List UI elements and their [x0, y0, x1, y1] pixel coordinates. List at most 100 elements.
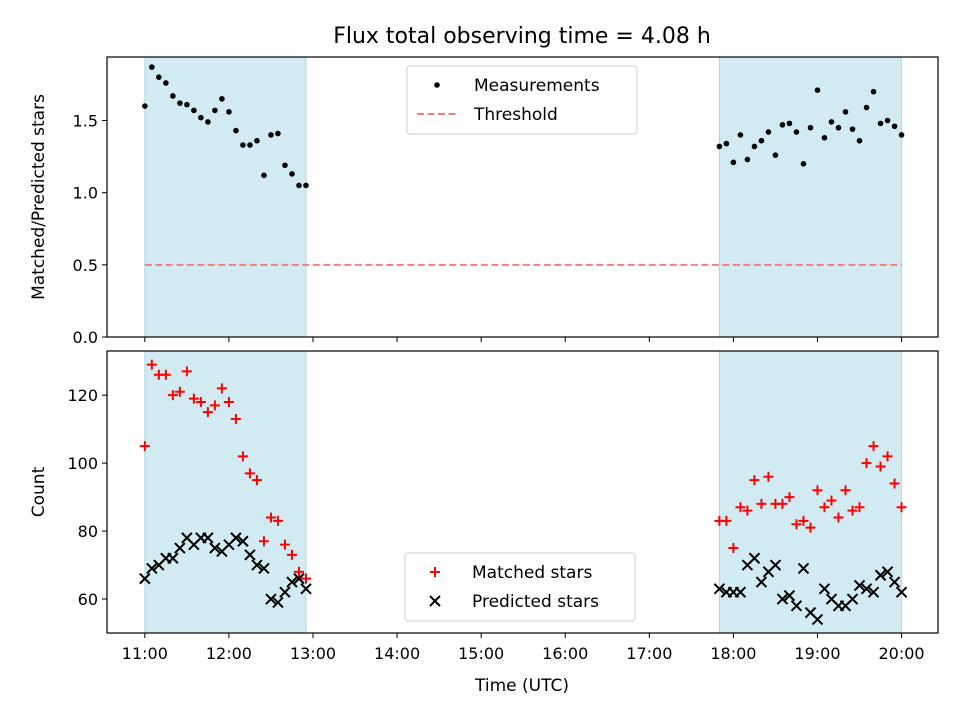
data-point — [826, 495, 837, 506]
data-point — [860, 583, 873, 595]
series-predicted-stars — [139, 532, 908, 626]
data-point — [142, 103, 148, 109]
data-point — [209, 400, 220, 411]
data-point — [272, 596, 284, 609]
data-point — [286, 549, 297, 560]
data-point — [818, 583, 831, 595]
data-point — [184, 101, 190, 108]
data-point — [202, 407, 213, 418]
data-point — [751, 143, 758, 150]
data-point — [265, 593, 277, 605]
data-point — [247, 142, 253, 148]
data-point — [170, 93, 176, 99]
data-point — [875, 461, 886, 472]
data-point — [303, 182, 309, 189]
data-point — [728, 543, 739, 554]
data-point — [891, 123, 898, 130]
data-point — [146, 562, 158, 575]
data-point — [174, 386, 185, 397]
data-point — [251, 559, 263, 571]
data-point — [735, 502, 746, 513]
data-point — [265, 512, 276, 523]
data-point — [160, 369, 171, 380]
data-point — [748, 552, 761, 564]
data-point — [286, 576, 298, 588]
data-point — [758, 137, 765, 144]
data-point — [261, 172, 267, 179]
data-point — [174, 542, 186, 554]
data-point — [828, 119, 835, 125]
data-point — [139, 441, 150, 452]
data-point — [167, 552, 179, 564]
data-point — [713, 583, 726, 595]
data-point — [226, 109, 232, 115]
data-point — [821, 135, 828, 141]
data-point — [800, 161, 807, 167]
x-tick-label: 19:00 — [794, 644, 840, 663]
x-tick-label: 20:00 — [879, 644, 925, 663]
data-point — [884, 117, 891, 124]
x-tick-label: 17:00 — [626, 644, 672, 663]
data-point — [737, 132, 744, 138]
data-point — [744, 156, 751, 163]
data-point — [791, 519, 802, 530]
legend-marker — [434, 82, 440, 88]
data-point — [258, 562, 270, 575]
data-point — [856, 137, 863, 144]
data-point — [202, 532, 214, 544]
x-tick-label: 11:00 — [122, 644, 168, 663]
data-point — [868, 441, 879, 452]
data-point — [237, 451, 248, 462]
data-point — [139, 572, 151, 585]
data-point — [205, 119, 211, 125]
data-point — [811, 613, 824, 626]
data-point — [237, 535, 249, 547]
y-tick-label: 120 — [67, 386, 98, 405]
y-tick-label: 0.0 — [73, 328, 98, 347]
data-point — [240, 142, 246, 148]
legend-box — [406, 65, 638, 135]
x-tick-label: 16:00 — [542, 644, 588, 663]
legend-marker — [430, 567, 440, 577]
data-point — [819, 502, 830, 513]
data-point — [835, 124, 842, 131]
data-point — [833, 512, 844, 523]
data-point — [790, 600, 803, 612]
y-tick-label: 100 — [67, 454, 98, 473]
data-point — [209, 542, 221, 554]
data-point — [763, 471, 774, 482]
shaded-interval-1 — [144, 350, 307, 634]
data-point — [230, 532, 242, 544]
data-point — [216, 383, 227, 394]
data-point — [846, 593, 859, 605]
y-tick-label: 1.5 — [73, 112, 98, 131]
data-point — [805, 522, 816, 533]
data-point — [146, 359, 157, 370]
data-point — [769, 559, 782, 571]
y-tick-label: 80 — [78, 522, 98, 541]
data-point — [867, 586, 880, 598]
data-point — [870, 88, 877, 95]
data-point — [198, 114, 204, 121]
data-point — [268, 132, 274, 138]
data-point — [896, 502, 907, 513]
data-point — [279, 539, 290, 550]
data-point — [756, 498, 767, 509]
chart-panels: 0.0 0.5 1.0 1.5 Matched/Predicted stars Measu… — [29, 56, 939, 663]
data-point — [895, 586, 908, 598]
x-tick-label: 15:00 — [458, 644, 504, 663]
data-point — [293, 572, 305, 585]
y-axis-label: Matched/Predicted stars — [29, 94, 49, 300]
shaded-interval-1 — [144, 56, 307, 338]
data-point — [779, 122, 786, 128]
series-matched-stars — [139, 359, 907, 584]
y-tick-label: 60 — [78, 590, 98, 609]
data-point — [251, 475, 262, 486]
data-point — [156, 74, 162, 81]
data-point — [734, 586, 747, 598]
data-point — [812, 485, 823, 496]
data-point — [849, 126, 856, 132]
x-tick-label: 12:00 — [206, 644, 252, 663]
data-point — [814, 87, 821, 93]
